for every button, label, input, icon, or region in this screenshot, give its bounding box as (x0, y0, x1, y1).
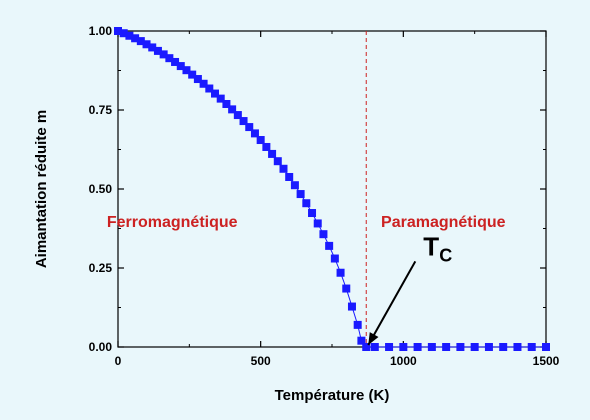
tc-arrow-shaft (367, 260, 417, 346)
data-point (216, 94, 225, 103)
data-point (279, 164, 288, 173)
y-tick-label: 0.50 (89, 182, 113, 196)
data-point (182, 66, 191, 75)
x-tick-label: 1500 (533, 354, 560, 368)
data-point (513, 343, 522, 351)
data-point (222, 99, 231, 108)
data-point (385, 343, 394, 351)
data-point (171, 57, 180, 66)
data-point (470, 343, 479, 351)
data-point (357, 336, 366, 345)
data-point (125, 31, 134, 40)
data-point (353, 320, 362, 329)
data-point (250, 129, 259, 138)
paramagnetic-label: Paramagnétique (381, 214, 506, 231)
data-point (527, 343, 536, 351)
annotations: Ferromagnétique Paramagnétique TC (107, 214, 506, 265)
data-point (199, 79, 208, 88)
data-point (413, 343, 422, 351)
plot-frame (117, 30, 547, 348)
data-point (159, 50, 168, 59)
data-point (131, 34, 140, 43)
data-point (153, 46, 162, 55)
data-point (245, 123, 254, 132)
ferromagnetic-label: Ferromagnétique (107, 214, 238, 231)
data-point (114, 27, 122, 35)
data-point (228, 105, 237, 114)
data-point (319, 230, 328, 239)
x-axis-title: Température (K) (275, 387, 390, 404)
data-point (193, 75, 202, 84)
axes: 0 500 1000 1500 0.00 0.25 0.50 0.75 1.00 (89, 24, 560, 368)
data-point (313, 219, 322, 228)
tc-main-letter: T (423, 231, 439, 261)
data-point (342, 284, 351, 293)
y-tick-label: 0.75 (89, 103, 113, 117)
data-point (296, 190, 305, 199)
data-point (148, 43, 157, 52)
data-marks (114, 27, 550, 351)
data-point (233, 111, 242, 120)
data-point (262, 142, 271, 151)
data-point (442, 343, 451, 351)
data-point (427, 343, 436, 351)
data-point (205, 84, 214, 93)
data-point (362, 343, 371, 351)
data-point (119, 29, 128, 38)
data-point (370, 343, 379, 351)
data-point (325, 241, 334, 250)
data-point (176, 62, 185, 71)
data-point (290, 181, 299, 190)
y-tick-label: 1.00 (89, 24, 113, 38)
data-point (273, 157, 282, 166)
data-point (302, 199, 311, 208)
curie-temperature-label: TC (423, 231, 452, 265)
data-point (239, 117, 248, 126)
data-point (336, 268, 345, 277)
tc-subscript: C (439, 245, 452, 265)
series-line (117, 30, 546, 348)
x-tick-label: 500 (251, 354, 271, 368)
data-point (142, 40, 151, 49)
tc-arrow-head (368, 332, 379, 345)
data-point (211, 89, 220, 98)
data-point (542, 343, 550, 351)
data-point (499, 343, 508, 351)
y-tick-label: 0.00 (89, 340, 113, 354)
y-tick-label: 0.25 (89, 261, 113, 275)
y-axis-title: Aimantation réduite m (33, 110, 50, 268)
data-point (308, 209, 317, 218)
data-point (188, 70, 197, 79)
data-point (347, 302, 356, 311)
x-tick-label: 1000 (390, 354, 417, 368)
data-point (330, 254, 339, 263)
data-point (136, 37, 145, 46)
data-point (484, 343, 493, 351)
data-point (285, 172, 294, 181)
data-point (399, 343, 408, 351)
data-point (456, 343, 465, 351)
data-point (268, 149, 277, 158)
data-point (256, 136, 265, 145)
data-point (165, 54, 174, 63)
x-tick-label: 0 (115, 354, 122, 368)
